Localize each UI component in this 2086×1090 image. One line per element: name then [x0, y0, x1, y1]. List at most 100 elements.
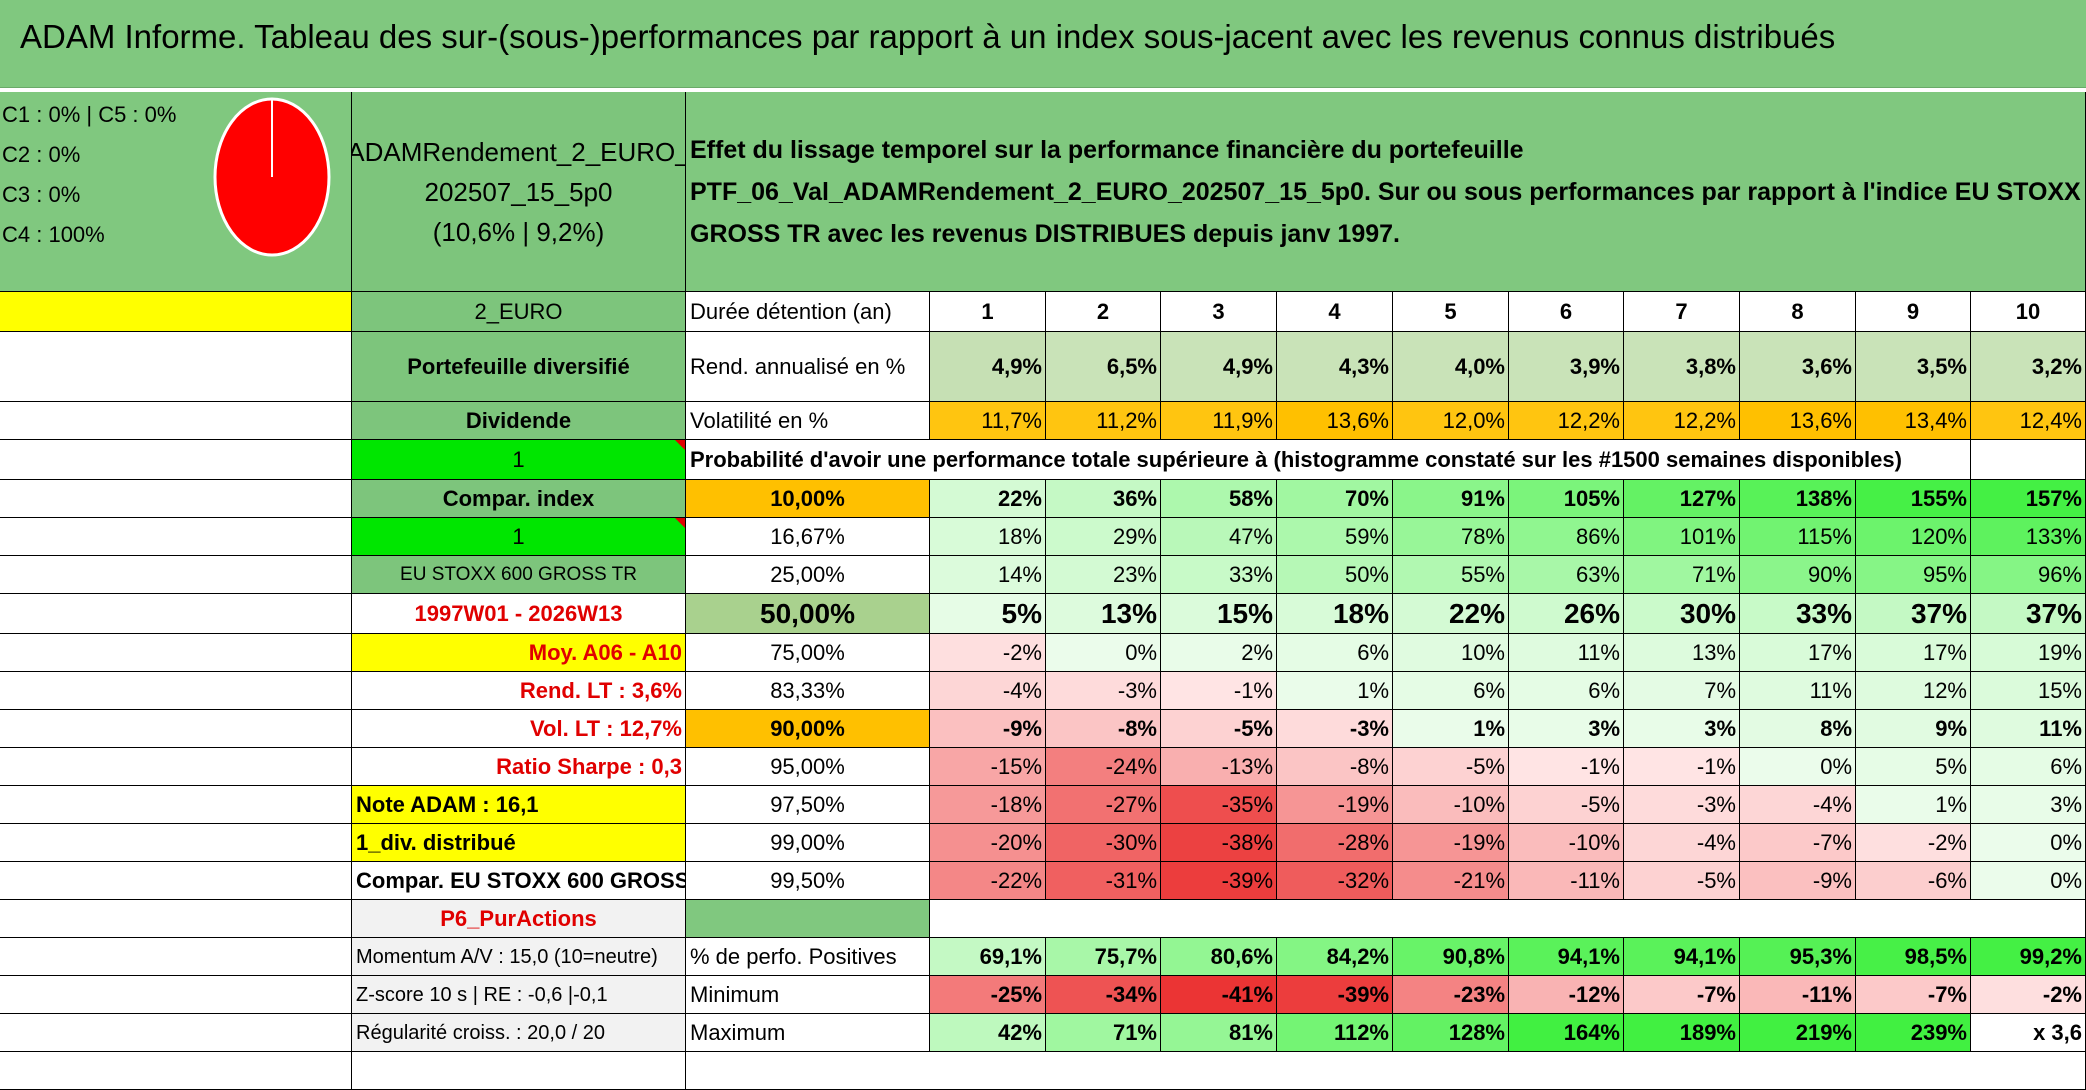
probability-value[interactable]: -5%: [1624, 862, 1740, 900]
probability-value[interactable]: 9%: [1856, 710, 1971, 748]
probability-value[interactable]: -1%: [1624, 748, 1740, 786]
empty-cell[interactable]: [0, 1014, 352, 1052]
probability-value[interactable]: -20%: [930, 824, 1046, 862]
threshold-value[interactable]: 75,00%: [686, 634, 930, 672]
annual-return-value[interactable]: 3,8%: [1624, 332, 1740, 402]
probability-value[interactable]: 133%: [1971, 518, 2086, 556]
empty-cell[interactable]: [686, 900, 930, 938]
positive-share-value[interactable]: 84,2%: [1277, 938, 1393, 976]
threshold-value[interactable]: 50,00%: [686, 594, 930, 634]
threshold-value[interactable]: 97,50%: [686, 786, 930, 824]
probability-value[interactable]: -10%: [1393, 786, 1509, 824]
probability-value[interactable]: 17%: [1740, 634, 1856, 672]
probability-value[interactable]: 2%: [1161, 634, 1277, 672]
minimum-value[interactable]: -11%: [1740, 976, 1856, 1014]
empty-cell[interactable]: [352, 1052, 686, 1090]
holding-item[interactable]: [0, 440, 352, 480]
probability-value[interactable]: 22%: [930, 480, 1046, 518]
year-header[interactable]: 3: [1161, 292, 1277, 332]
maximum-value[interactable]: 128%: [1393, 1014, 1509, 1052]
maximum-value[interactable]: 239%: [1856, 1014, 1971, 1052]
volatility-value[interactable]: 11,7%: [930, 402, 1046, 440]
probability-value[interactable]: 157%: [1971, 480, 2086, 518]
index-name-label[interactable]: EU STOXX 600 GROSS TR: [352, 556, 686, 594]
threshold-value[interactable]: 25,00%: [686, 556, 930, 594]
probability-value[interactable]: 59%: [1277, 518, 1393, 556]
probability-value[interactable]: 90%: [1740, 556, 1856, 594]
probability-value[interactable]: 17%: [1856, 634, 1971, 672]
volatility-value[interactable]: 13,6%: [1740, 402, 1856, 440]
probability-value[interactable]: -5%: [1509, 786, 1624, 824]
probability-value[interactable]: 70%: [1277, 480, 1393, 518]
minimum-value[interactable]: -25%: [930, 976, 1046, 1014]
adam-score-label[interactable]: Note ADAM : 16,1: [352, 786, 686, 824]
probability-value[interactable]: 115%: [1740, 518, 1856, 556]
empty-cell[interactable]: [0, 900, 352, 938]
year-header[interactable]: 8: [1740, 292, 1856, 332]
probability-value[interactable]: 18%: [930, 518, 1046, 556]
threshold-value[interactable]: 10,00%: [686, 480, 930, 518]
volatility-value[interactable]: 11,2%: [1046, 402, 1161, 440]
probability-value[interactable]: -3%: [1277, 710, 1393, 748]
probability-value[interactable]: 0%: [1971, 824, 2086, 862]
probability-value[interactable]: -28%: [1277, 824, 1393, 862]
probability-value[interactable]: -32%: [1277, 862, 1393, 900]
probability-value[interactable]: 22%: [1393, 594, 1509, 634]
probability-value[interactable]: -24%: [1046, 748, 1161, 786]
probability-value[interactable]: -9%: [930, 710, 1046, 748]
empty-cell[interactable]: [1971, 440, 2086, 480]
probability-value[interactable]: 15%: [1971, 672, 2086, 710]
probability-value[interactable]: -7%: [1740, 824, 1856, 862]
probability-value[interactable]: 8%: [1740, 710, 1856, 748]
probability-value[interactable]: 3%: [1624, 710, 1740, 748]
empty-cell[interactable]: [0, 976, 352, 1014]
minimum-value[interactable]: -12%: [1509, 976, 1624, 1014]
probability-value[interactable]: 14%: [930, 556, 1046, 594]
holding-item[interactable]: [0, 402, 352, 440]
year-header[interactable]: 5: [1393, 292, 1509, 332]
probability-value[interactable]: 23%: [1046, 556, 1161, 594]
regularity-label[interactable]: Régularité croiss. : 20,0 / 20: [352, 1014, 686, 1052]
probability-value[interactable]: 26%: [1509, 594, 1624, 634]
annual-return-value[interactable]: 3,9%: [1509, 332, 1624, 402]
maximum-value[interactable]: 112%: [1277, 1014, 1393, 1052]
threshold-value[interactable]: 99,50%: [686, 862, 930, 900]
probability-value[interactable]: 11%: [1971, 710, 2086, 748]
annual-return-value[interactable]: 3,5%: [1856, 332, 1971, 402]
probability-value[interactable]: -2%: [1856, 824, 1971, 862]
long-term-return-label[interactable]: Rend. LT : 3,6%: [352, 672, 686, 710]
empty-cell[interactable]: [0, 1052, 352, 1090]
probability-value[interactable]: -38%: [1161, 824, 1277, 862]
probability-value[interactable]: -10%: [1509, 824, 1624, 862]
annual-return-value[interactable]: 4,9%: [930, 332, 1046, 402]
return-label[interactable]: Rend. annualisé en %: [686, 332, 930, 402]
probability-value[interactable]: 138%: [1740, 480, 1856, 518]
empty-cell[interactable]: [0, 824, 352, 862]
probability-value[interactable]: 50%: [1277, 556, 1393, 594]
probability-value[interactable]: 7%: [1624, 672, 1740, 710]
maximum-value[interactable]: x 3,6: [1971, 1014, 2086, 1052]
minimum-value[interactable]: -34%: [1046, 976, 1161, 1014]
summary-cell[interactable]: C1 : 0% | C5 : 0% C2 : 0% C3 : 0% C4 : 100%: [0, 92, 352, 292]
portfolio-size-label[interactable]: [0, 292, 352, 332]
volatility-value[interactable]: 13,4%: [1856, 402, 1971, 440]
portfolio-type-label[interactable]: Portefeuille diversifié: [352, 332, 686, 402]
minimum-value[interactable]: -23%: [1393, 976, 1509, 1014]
empty-cell[interactable]: [930, 900, 2086, 938]
probability-value[interactable]: -22%: [930, 862, 1046, 900]
annual-return-value[interactable]: 4,3%: [1277, 332, 1393, 402]
year-header[interactable]: 1: [930, 292, 1046, 332]
probability-value[interactable]: 5%: [1856, 748, 1971, 786]
strategy-flag[interactable]: 1: [352, 440, 686, 480]
probability-value[interactable]: -4%: [1740, 786, 1856, 824]
dividend-mode-label[interactable]: 1_div. distribué: [352, 824, 686, 862]
probability-value[interactable]: 86%: [1509, 518, 1624, 556]
long-term-vol-label[interactable]: Vol. LT : 12,7%: [352, 710, 686, 748]
probability-value[interactable]: 6%: [1277, 634, 1393, 672]
probability-value[interactable]: -11%: [1509, 862, 1624, 900]
volatility-value[interactable]: 12,4%: [1971, 402, 2086, 440]
threshold-value[interactable]: 83,33%: [686, 672, 930, 710]
annual-return-value[interactable]: 3,6%: [1740, 332, 1856, 402]
probability-value[interactable]: -4%: [1624, 824, 1740, 862]
positive-share-value[interactable]: 69,1%: [930, 938, 1046, 976]
